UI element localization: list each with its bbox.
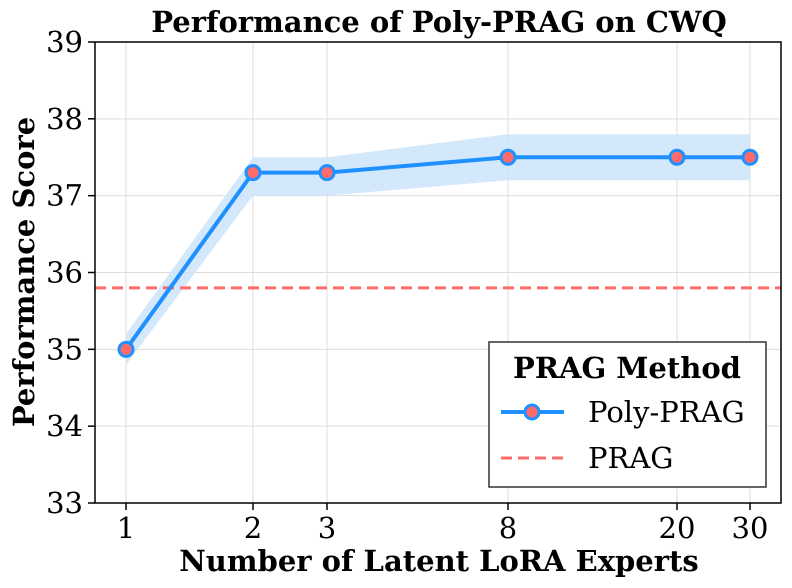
poly-prag-confidence-band	[126, 134, 750, 365]
chart-title: Performance of Poly-PRAG on CWQ	[151, 5, 727, 39]
y-axis-label: Performance Score	[7, 117, 41, 427]
x-tick-label: 1	[117, 511, 135, 545]
y-tick-label: 33	[46, 486, 83, 520]
data-point-marker	[499, 148, 517, 166]
legend-title: PRAG Method	[513, 351, 741, 385]
y-tick-label: 37	[46, 179, 83, 213]
legend-label-prag: PRAG	[588, 441, 673, 475]
x-axis-label: Number of Latent LoRA Experts	[179, 544, 698, 578]
data-point-marker	[318, 164, 336, 182]
y-tick-label: 36	[46, 256, 83, 290]
data-point-marker	[117, 340, 135, 358]
y-tick-label: 39	[46, 25, 83, 59]
x-tick-label: 3	[318, 511, 336, 545]
x-tick-label: 2	[244, 511, 262, 545]
data-point-marker	[668, 148, 686, 166]
x-tick-label: 30	[732, 511, 769, 545]
legend-poly-prag-marker-swatch	[523, 403, 541, 421]
poly-prag-markers	[117, 148, 759, 358]
y-tick-label: 35	[46, 332, 83, 366]
y-tick-label: 38	[46, 102, 83, 136]
data-point-marker	[741, 148, 759, 166]
x-axis-ticks: 1 2 3 8 20 30	[117, 503, 769, 545]
x-tick-label: 8	[499, 511, 517, 545]
poly-prag-line	[124, 155, 750, 351]
legend-label-poly-prag: Poly-PRAG	[588, 395, 745, 429]
legend: PRAG Method Poly-PRAG PRAG	[488, 341, 767, 488]
data-point-marker	[244, 164, 262, 182]
x-tick-label: 20	[659, 511, 696, 545]
y-axis-ticks: 33 34 35 36 37 38 39	[46, 25, 95, 520]
y-tick-label: 34	[46, 409, 83, 443]
